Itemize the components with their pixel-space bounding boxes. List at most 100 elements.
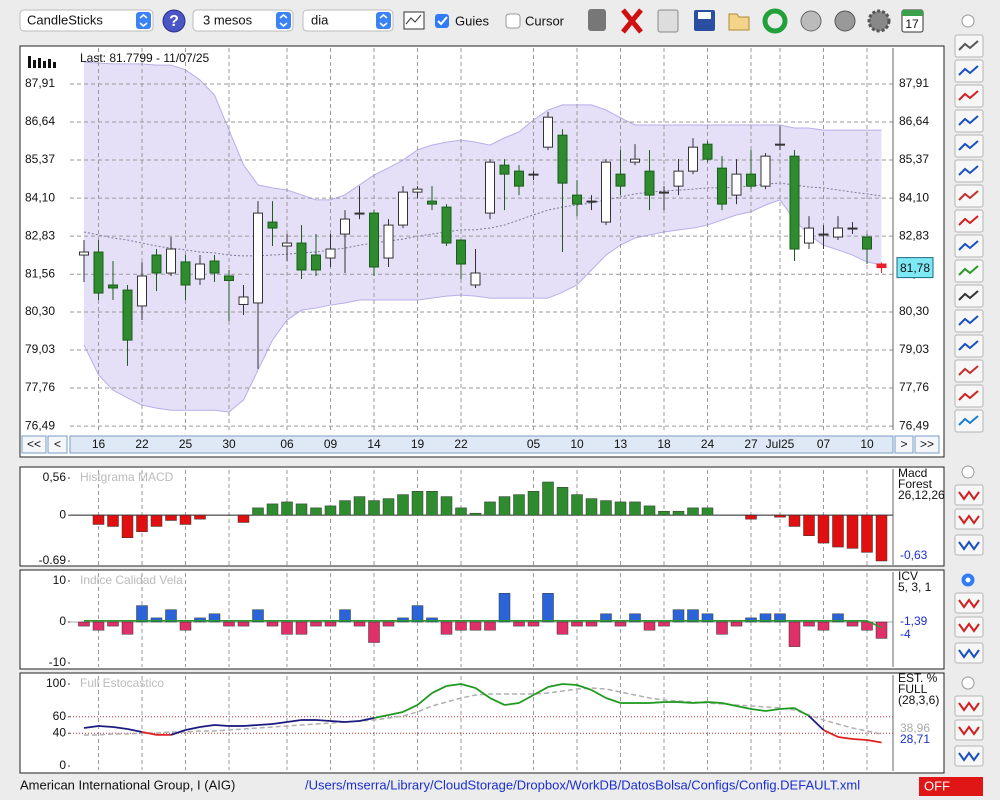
stoch-k-segment	[474, 687, 491, 699]
nav-button[interactable]	[21, 435, 47, 454]
panel-legend: ICV	[898, 569, 918, 583]
sidebar-icon	[958, 390, 979, 401]
histogram-bar	[382, 498, 395, 516]
stoch-d-line	[84, 687, 882, 736]
guides-checkbox[interactable]	[435, 14, 449, 28]
config-path[interactable]: /Users/mserra/Library/CloudStorage/Dropb…	[305, 777, 860, 792]
nav-button[interactable]	[47, 435, 68, 454]
candle-body	[760, 155, 771, 187]
candle-body	[180, 261, 191, 286]
histogram-bar	[875, 621, 888, 639]
y-tick-label: 40	[53, 725, 67, 739]
y-tick-label: 0	[59, 758, 66, 772]
select-stepper	[136, 12, 151, 29]
state-button[interactable]	[919, 777, 983, 796]
nav-button[interactable]	[914, 435, 940, 454]
candle-body	[122, 289, 133, 341]
candle-body	[876, 263, 887, 269]
settings-icon[interactable]	[867, 9, 891, 33]
x-tick-label: 10	[570, 437, 584, 451]
panel-legend: Macd	[898, 466, 927, 480]
panel-icon	[958, 598, 980, 609]
range-select[interactable]	[192, 9, 294, 32]
candle-body	[282, 242, 292, 247]
stoch-k-segment	[750, 708, 766, 712]
histogram-bar	[672, 510, 685, 516]
y-tick-label: 10	[53, 573, 67, 587]
y-tick-label: 0	[59, 614, 66, 628]
candle-body	[325, 248, 336, 259]
stoch-k-segment	[388, 711, 404, 716]
help-button[interactable]	[162, 9, 186, 33]
panel-icon	[958, 751, 980, 762]
histogram-bar	[150, 514, 163, 527]
histogram-bar	[107, 621, 119, 627]
panel-button[interactable]	[954, 642, 984, 664]
trash-icon[interactable]	[588, 9, 606, 31]
currency-icon[interactable]	[834, 10, 856, 32]
radio[interactable]	[961, 14, 975, 28]
cursor-checkbox[interactable]	[505, 13, 521, 29]
candle-body	[499, 164, 510, 175]
histogram-bar	[774, 613, 786, 623]
histogram-bar	[513, 494, 525, 516]
panel-radio[interactable]	[961, 465, 975, 479]
nav-label: <<	[27, 437, 41, 451]
histogram-bar	[368, 500, 380, 516]
panel-button[interactable]	[954, 592, 984, 614]
delete-icon[interactable]	[621, 8, 643, 34]
current-value: -0,63	[900, 548, 928, 562]
histogram-bar	[281, 501, 293, 516]
y-tick-label-right: 85,37	[899, 152, 929, 166]
signal-line	[84, 620, 882, 629]
histogram-bar	[600, 500, 612, 516]
panel-button[interactable]	[954, 719, 984, 741]
panel-button[interactable]	[954, 484, 984, 506]
x-tick-label: 18	[657, 437, 671, 451]
nav-button[interactable]	[894, 435, 914, 454]
histogram-bar	[585, 498, 598, 516]
stoch-k-segment	[286, 719, 302, 723]
interval-select[interactable]	[302, 9, 394, 32]
histogram-bar	[629, 501, 641, 516]
x-tick-label: 10	[860, 437, 874, 451]
panel-icon	[958, 648, 980, 659]
save-icon-label	[698, 12, 711, 19]
stoch-k-segment	[373, 714, 389, 719]
help-glyph: ?	[169, 13, 179, 30]
chart-type-select[interactable]	[19, 9, 154, 32]
print-icon[interactable]	[657, 9, 679, 33]
panel-button[interactable]	[954, 745, 984, 767]
panel-button[interactable]	[954, 508, 984, 530]
sync-icon[interactable]	[800, 10, 822, 32]
panel-button[interactable]	[954, 695, 984, 717]
candle-body	[528, 173, 539, 176]
guides-label: Guies	[455, 13, 489, 28]
histogram-bar	[614, 621, 627, 627]
panel-legend: (28,3,6)	[898, 693, 939, 707]
panel-radio[interactable]	[961, 676, 975, 690]
instrument-name: American International Group, I (AIG)	[20, 777, 235, 792]
folder-icon[interactable]	[728, 13, 750, 31]
stoch-k-segment	[127, 728, 143, 733]
histogram-bar	[846, 621, 859, 627]
y-tick-label-left: 79,03	[25, 342, 55, 356]
candle-body	[847, 227, 858, 230]
stoch-k-segment	[794, 707, 810, 717]
histogram-bar	[121, 514, 134, 539]
histogram-bar	[426, 617, 438, 623]
candle-body	[862, 236, 872, 250]
x-tick-label: 24	[701, 437, 715, 451]
current-value: -1,39	[900, 614, 928, 628]
sidebar-icon	[958, 165, 979, 176]
x-tick-label: 16	[92, 437, 106, 451]
panel-button[interactable]	[954, 616, 984, 638]
panel-button[interactable]	[954, 534, 984, 556]
sidebar-icon	[958, 40, 979, 51]
histogram-bar	[585, 621, 598, 627]
candle-body	[804, 227, 814, 244]
y-tick-label-right: 82,83	[899, 228, 929, 242]
refresh-icon[interactable]	[762, 8, 788, 34]
candle-body	[789, 155, 800, 250]
